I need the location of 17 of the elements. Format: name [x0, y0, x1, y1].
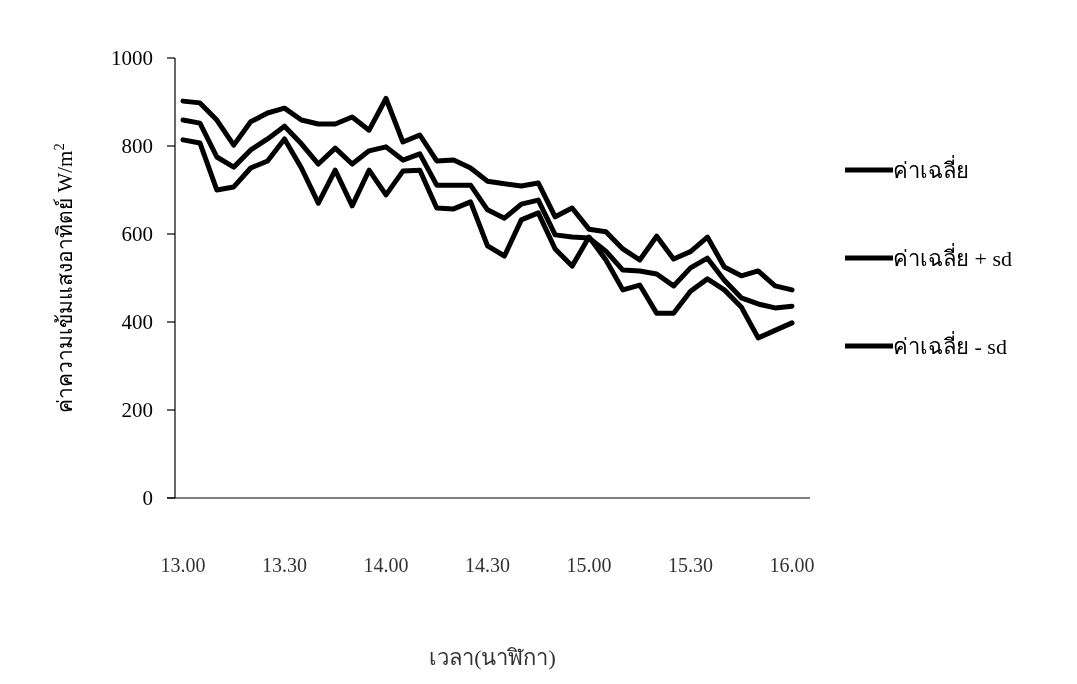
x-tick-label: 15.30 — [668, 554, 713, 576]
y-tick-label: 200 — [121, 398, 153, 422]
legend-label: ค่าเฉลี่ย — [893, 155, 969, 183]
x-tick-label: 13.30 — [262, 554, 307, 576]
legend-label: ค่าเฉลี่ย - sd — [893, 331, 1007, 359]
y-tick-label: 600 — [121, 222, 153, 246]
x-tick-label: 14.30 — [465, 554, 510, 576]
y-tick-label: 0 — [142, 486, 153, 510]
x-tick-label: 13.00 — [160, 554, 206, 576]
y-tick-label: 800 — [121, 134, 153, 158]
x-tick-label: 16.00 — [769, 554, 815, 576]
x-axis-title: เวลา(นาฬิกา) — [429, 645, 556, 670]
x-tick-label: 15.00 — [566, 554, 612, 576]
legend-label: ค่าเฉลี่ย + sd — [893, 243, 1012, 271]
x-tick-label: 14.00 — [363, 554, 409, 576]
y-tick-label: 1000 — [111, 46, 153, 70]
y-tick-label: 400 — [121, 310, 153, 334]
